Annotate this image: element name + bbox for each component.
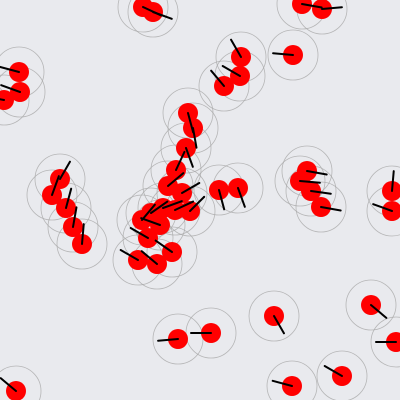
agent-36-heading-line <box>372 203 393 212</box>
agent-46-heading-line <box>271 379 293 387</box>
agent-37-range-ring <box>146 226 198 278</box>
agent-2-heading-line <box>301 3 323 9</box>
agent-4-heading-line <box>0 65 20 73</box>
agent-8-heading-line <box>272 52 294 56</box>
agent-44-range-ring <box>370 316 400 368</box>
agent-24-heading-line <box>189 195 206 212</box>
agent-14-heading-line <box>175 150 186 171</box>
agent-23-heading-line <box>174 200 195 211</box>
agent-12-heading-line <box>192 127 198 149</box>
agent-27-heading-line <box>140 217 161 226</box>
agent-33-heading-line <box>310 190 332 195</box>
agent-5-heading-line <box>0 84 21 93</box>
agent-10-heading-line <box>210 69 225 87</box>
agent-26-heading-line <box>141 203 156 221</box>
agent-13-heading-line <box>185 147 194 168</box>
agent-32-heading-line <box>299 180 321 184</box>
agent-19-heading-line <box>81 223 85 245</box>
agent-21-heading-line <box>181 182 201 194</box>
agent-34-heading-line <box>320 206 342 212</box>
agent-16-heading-line <box>51 175 60 196</box>
agent-28-heading-line <box>129 227 149 239</box>
agent-37-heading-line <box>154 239 173 253</box>
agent-38-heading-line <box>119 249 139 261</box>
agent-34-range-ring <box>295 181 347 233</box>
agent-10-range-ring <box>198 60 250 112</box>
agent-20-heading-line <box>167 172 185 187</box>
agent-18-heading-line <box>72 206 78 228</box>
agent-29-heading-line <box>218 189 226 211</box>
agent-7-heading-line <box>230 38 242 58</box>
agent-6-body <box>0 90 14 110</box>
agent-6-heading-line <box>0 98 5 101</box>
agent-22-heading-line <box>162 200 183 209</box>
agent-46-range-ring <box>266 360 318 400</box>
agent-0-range-ring <box>117 0 169 33</box>
agent-16-range-ring <box>26 169 78 221</box>
agent-8-range-ring <box>267 29 319 81</box>
agent-25-heading-line <box>150 200 169 214</box>
agent-47-heading-line <box>0 377 17 392</box>
agent-40-heading-line <box>370 304 388 319</box>
agent-17-heading-line <box>65 187 73 209</box>
agent-41-heading-line <box>273 315 285 335</box>
agent-9-heading-line <box>221 65 241 77</box>
agent-1-heading-line <box>152 11 173 20</box>
agent-3-heading-line <box>321 6 343 10</box>
agent-45-heading-line <box>323 365 343 377</box>
agent-43-heading-line <box>157 338 179 342</box>
agent-1-range-ring <box>127 0 179 38</box>
agent-45-range-ring <box>316 350 368 400</box>
agent-32-range-ring <box>274 155 326 207</box>
agent-headings <box>0 3 397 392</box>
agent-39-heading-line <box>140 250 158 265</box>
agent-19-range-ring <box>56 218 108 270</box>
agent-6-range-ring <box>0 74 30 126</box>
agent-2-body <box>292 0 312 14</box>
agent-41-range-ring <box>248 290 300 342</box>
agent-35-heading-line <box>391 170 395 192</box>
agent-30-heading-line <box>237 187 246 208</box>
agent-47-range-ring <box>0 365 42 400</box>
agent-40-range-ring <box>345 279 397 331</box>
agent-15-heading-line <box>59 160 71 180</box>
agent-31-heading-line <box>306 170 328 176</box>
